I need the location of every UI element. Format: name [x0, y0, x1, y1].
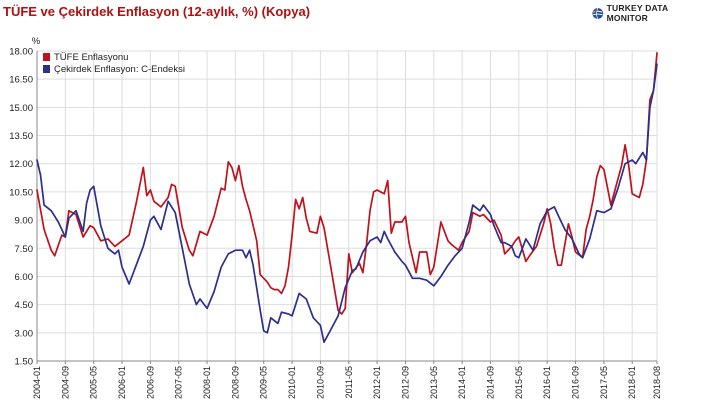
- x-tick-label: 2012-01: [372, 366, 382, 399]
- x-tick-label: 2007-05: [174, 366, 184, 399]
- x-tick-label: 2006-09: [145, 366, 155, 399]
- x-tick-label: 2004-01: [32, 366, 42, 399]
- y-tick-label: 6.00: [15, 272, 34, 283]
- x-tick-label: 2014-01: [457, 366, 467, 399]
- x-tick-label: 2015-05: [514, 366, 524, 399]
- y-tick-label: 13.50: [9, 131, 33, 142]
- legend-label: Çekirdek Enflasyon: C-Endeksi: [54, 64, 185, 75]
- y-tick-label: 3.00: [15, 328, 34, 339]
- chart-title: TÜFE ve Çekirdek Enflasyon (12-aylık, %)…: [3, 4, 311, 19]
- brand-logo: TURKEY DATA MONITOR: [592, 3, 701, 23]
- x-axis: 2004-01 2004-09 2005-05 2006-01 2006-09 2007-…: [32, 360, 662, 399]
- y-tick-label: 4.50: [15, 300, 34, 311]
- legend-swatch: [43, 65, 50, 73]
- y-tick-label: 10.50: [9, 187, 33, 198]
- y-tick-label: 9.00: [15, 216, 34, 227]
- core-series-line: [36, 63, 658, 344]
- y-tick-label: 12.00: [9, 159, 33, 170]
- x-tick-label: 2008-09: [230, 366, 240, 399]
- x-tick-label: 2014-09: [485, 366, 495, 399]
- y-tick-label: 16.50: [9, 75, 33, 86]
- y-tick-label: 15.00: [9, 103, 33, 114]
- y-tick-label: 18.00: [9, 47, 33, 58]
- y-axis: 1.50 3.00 4.50 6.00 7.50 9.00 10.50 12.00 13.50 1…: [9, 36, 41, 368]
- brand-name: TURKEY DATA MONITOR: [606, 3, 669, 23]
- globe-logo-icon: [592, 7, 604, 19]
- x-tick-label: 2013-05: [429, 366, 439, 399]
- x-tick-label: 2009-05: [259, 366, 269, 399]
- y-tick-label: 1.50: [15, 357, 34, 368]
- x-tick-label: 2017-05: [599, 366, 609, 399]
- y-tick-label: 7.50: [15, 244, 34, 255]
- legend-label: TÜFE Enflasyonu: [54, 52, 128, 63]
- x-tick-label: 2010-01: [287, 366, 297, 399]
- x-tick-label: 2011-05: [344, 366, 354, 398]
- y-axis-label: %: [32, 36, 41, 47]
- x-tick-label: 2008-01: [202, 366, 212, 399]
- x-tick-label: 2004-09: [60, 366, 70, 399]
- x-tick-label: 2016-01: [542, 366, 552, 399]
- x-tick-label: 2016-09: [571, 366, 581, 399]
- x-tick-label: 2012-09: [400, 366, 410, 399]
- grid-lines: [36, 50, 658, 362]
- tufe-series-line: [36, 52, 658, 315]
- x-tick-label: 2010-09: [315, 366, 325, 399]
- x-tick-label: 2018-01: [627, 366, 637, 399]
- x-tick-label: 2018-08: [652, 366, 662, 399]
- x-tick-label: 2006-01: [117, 366, 127, 399]
- plot-lines: [36, 52, 658, 344]
- x-tick-label: 2005-05: [89, 366, 99, 399]
- legend-swatch: [43, 53, 50, 61]
